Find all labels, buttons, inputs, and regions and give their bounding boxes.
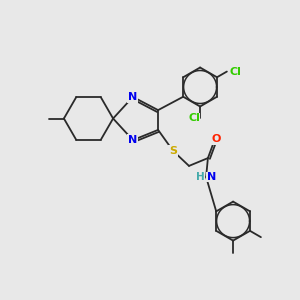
Text: N: N — [128, 92, 137, 102]
Text: H: H — [196, 172, 205, 182]
Text: Cl: Cl — [230, 67, 242, 76]
Text: S: S — [169, 146, 177, 156]
Text: O: O — [212, 134, 221, 145]
Text: N: N — [128, 135, 137, 145]
Text: N: N — [207, 172, 216, 182]
Text: Cl: Cl — [188, 113, 200, 123]
